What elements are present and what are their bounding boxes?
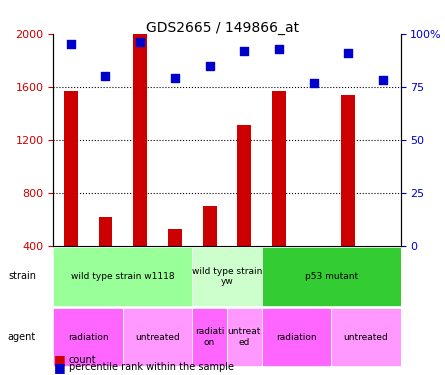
FancyBboxPatch shape [123,308,192,366]
Bar [272,91,286,246]
Text: radiation: radiation [68,333,109,342]
Bar [341,95,356,246]
FancyBboxPatch shape [192,308,227,366]
Text: strain: strain [8,272,36,282]
Bar [64,91,78,246]
FancyBboxPatch shape [262,248,400,306]
Text: untreated: untreated [135,333,180,342]
Point [345,50,352,56]
Point [310,80,317,86]
Text: percentile rank within the sample: percentile rank within the sample [69,363,234,372]
Text: p53 mutant: p53 mutant [304,272,358,281]
Bar [307,246,321,248]
Text: wild type strain w1118: wild type strain w1118 [71,272,174,281]
Bar [98,217,113,246]
Text: GDS2665 / 149866_at: GDS2665 / 149866_at [146,21,299,34]
FancyBboxPatch shape [53,248,192,306]
Point [67,41,74,47]
Text: untreated: untreated [344,333,388,342]
Text: wild type strain
yw: wild type strain yw [192,267,262,286]
Text: ■: ■ [53,361,65,374]
Bar [202,206,217,246]
Bar [376,246,390,248]
Bar [168,229,182,246]
Point [102,73,109,79]
Bar [133,34,147,246]
Point [241,48,248,54]
Point [206,63,213,69]
FancyBboxPatch shape [227,308,262,366]
Point [171,75,178,81]
Text: radiation: radiation [276,333,317,342]
Text: agent: agent [8,332,36,342]
Point [380,78,387,84]
Text: count: count [69,355,97,365]
FancyBboxPatch shape [331,308,400,366]
FancyBboxPatch shape [192,248,262,306]
Point [275,46,283,52]
Text: untreat
ed: untreat ed [228,327,261,347]
Text: radiati
on: radiati on [195,327,224,347]
Point [137,39,144,45]
Text: ■: ■ [53,354,65,366]
Bar [237,125,251,246]
FancyBboxPatch shape [262,308,331,366]
FancyBboxPatch shape [53,308,123,366]
